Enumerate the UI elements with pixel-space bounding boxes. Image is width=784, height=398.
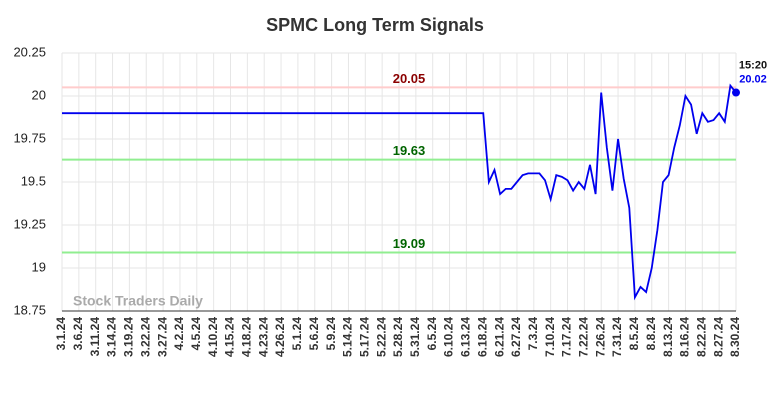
x-tick-label: 3.11.24 (88, 317, 102, 357)
x-tick-label: 3.6.24 (71, 317, 85, 351)
x-tick-label: 3.22.24 (138, 317, 152, 357)
x-tick-label: 5.9.24 (324, 317, 338, 351)
x-tick-label: 3.1.24 (54, 317, 68, 351)
x-tick-label: 8.16.24 (678, 317, 692, 357)
x-tick-label: 7.26.24 (593, 317, 607, 357)
watermark: Stock Traders Daily (73, 293, 203, 309)
y-tick-label: 19.25 (13, 216, 46, 231)
signal-label: 19.63 (393, 143, 426, 158)
x-tick-label: 3.19.24 (122, 317, 136, 357)
x-tick-label: 8.22.24 (694, 317, 708, 357)
x-tick-label: 8.27.24 (711, 317, 725, 357)
signal-label: 19.09 (393, 236, 426, 251)
x-tick-label: 4.23.24 (256, 317, 270, 357)
x-tick-label: 3.14.24 (105, 317, 119, 357)
x-tick-label: 7.17.24 (560, 317, 574, 357)
x-tick-label: 4.5.24 (189, 317, 203, 351)
x-tick-label: 6.13.24 (459, 317, 473, 357)
x-tick-label: 5.6.24 (307, 317, 321, 351)
y-tick-label: 18.75 (13, 302, 46, 317)
x-tick-label: 6.18.24 (475, 317, 489, 357)
signal-label: 20.05 (393, 71, 426, 86)
y-tick-label: 19.75 (13, 130, 46, 145)
last-point (732, 88, 740, 97)
x-tick-label: 4.15.24 (223, 317, 237, 357)
x-tick-label: 5.1.24 (290, 317, 304, 351)
y-tick-label: 20.25 (13, 44, 46, 59)
x-tick-label: 4.10.24 (206, 317, 220, 357)
x-tick-label: 7.31.24 (610, 317, 624, 357)
last-time: 15:20 (739, 59, 767, 71)
x-tick-label: 8.5.24 (627, 317, 641, 351)
y-tick-label: 20 (32, 87, 46, 102)
x-tick-label: 6.27.24 (509, 317, 523, 357)
chart-title: SPMC Long Term Signals (266, 15, 484, 35)
x-tick-label: 7.3.24 (526, 317, 540, 351)
x-tick-label: 6.10.24 (442, 317, 456, 357)
price-line (62, 83, 737, 301)
x-tick-label: 8.13.24 (661, 317, 675, 357)
x-tick-label: 4.2.24 (172, 317, 186, 351)
x-tick-label: 8.8.24 (644, 317, 658, 351)
x-tick-label: 6.5.24 (425, 317, 439, 351)
x-tick-label: 7.22.24 (577, 317, 591, 357)
x-tick-label: 5.22.24 (374, 317, 388, 357)
x-tick-label: 7.10.24 (543, 317, 557, 357)
x-tick-label: 4.18.24 (240, 317, 254, 357)
x-tick-label: 4.26.24 (273, 317, 287, 357)
y-tick-label: 19 (32, 259, 46, 274)
last-value: 20.02 (739, 73, 767, 85)
x-tick-label: 8.30.24 (728, 317, 742, 357)
x-tick-label: 5.31.24 (408, 317, 422, 357)
x-tick-label: 5.14.24 (341, 317, 355, 357)
y-tick-label: 19.5 (21, 173, 46, 188)
x-tick-label: 5.17.24 (357, 317, 371, 357)
x-tick-label: 3.27.24 (155, 317, 169, 357)
x-tick-label: 6.21.24 (492, 317, 506, 357)
x-tick-label: 5.28.24 (391, 317, 405, 357)
